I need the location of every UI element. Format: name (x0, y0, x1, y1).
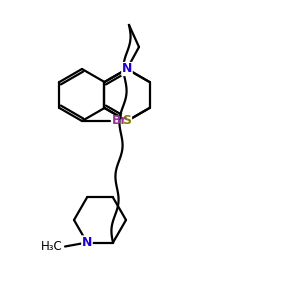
Text: H₃C: H₃C (41, 240, 63, 253)
Text: N: N (82, 236, 92, 249)
Text: S: S (122, 115, 131, 128)
Text: N: N (122, 62, 132, 76)
Text: Br: Br (112, 115, 128, 128)
